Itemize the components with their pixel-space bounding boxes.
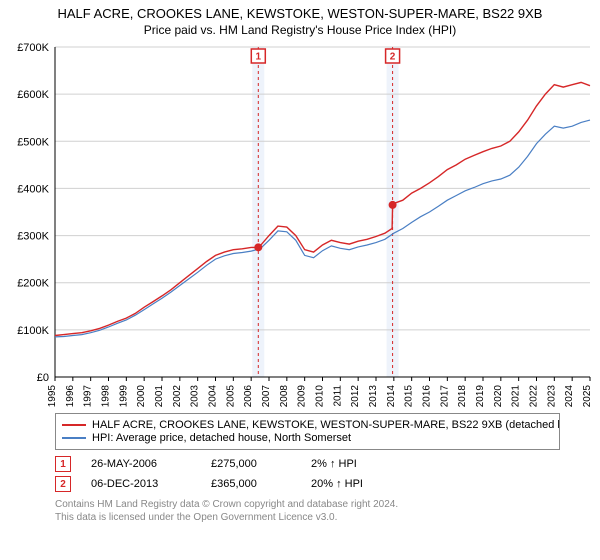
svg-text:2024: 2024	[564, 385, 575, 408]
svg-text:£100K: £100K	[17, 325, 49, 337]
svg-text:£700K: £700K	[17, 42, 49, 54]
svg-text:2003: 2003	[190, 385, 201, 408]
chart-container: HALF ACRE, CROOKES LANE, KEWSTOKE, WESTO…	[0, 0, 600, 560]
svg-text:2018: 2018	[457, 385, 468, 408]
svg-text:2014: 2014	[386, 385, 397, 408]
svg-text:2008: 2008	[279, 385, 290, 408]
legend: HALF ACRE, CROOKES LANE, KEWSTOKE, WESTO…	[55, 413, 560, 450]
svg-text:2007: 2007	[261, 385, 272, 408]
legend-swatch	[62, 424, 86, 426]
svg-text:2010: 2010	[315, 385, 326, 408]
title-address: HALF ACRE, CROOKES LANE, KEWSTOKE, WESTO…	[0, 6, 600, 21]
svg-text:£400K: £400K	[17, 183, 49, 195]
chart-area: £0 £100K £200K £300K £400K £500K £600K £700K 199…	[0, 39, 600, 409]
marker-price: £275,000	[211, 458, 291, 470]
title-block: HALF ACRE, CROOKES LANE, KEWSTOKE, WESTO…	[0, 0, 600, 39]
legend-item-property: HALF ACRE, CROOKES LANE, KEWSTOKE, WESTO…	[62, 419, 553, 431]
svg-text:2022: 2022	[529, 385, 540, 408]
svg-text:£0: £0	[37, 372, 49, 384]
svg-text:2023: 2023	[546, 385, 557, 408]
svg-text:2006: 2006	[243, 385, 254, 408]
svg-text:2002: 2002	[172, 385, 183, 408]
svg-text:2005: 2005	[225, 385, 236, 408]
svg-text:1996: 1996	[65, 385, 76, 408]
legend-item-hpi: HPI: Average price, detached house, Nort…	[62, 432, 553, 444]
line-chart-svg: £0 £100K £200K £300K £400K £500K £600K £700K 199…	[0, 39, 600, 409]
svg-text:1995: 1995	[47, 385, 58, 408]
svg-text:2011: 2011	[332, 385, 343, 407]
marker-badge: 2	[55, 476, 71, 492]
marker-price: £365,000	[211, 478, 291, 490]
title-subtitle: Price paid vs. HM Land Registry's House …	[0, 23, 600, 37]
svg-text:£600K: £600K	[17, 89, 49, 101]
svg-text:1998: 1998	[101, 385, 112, 408]
svg-text:£500K: £500K	[17, 136, 49, 148]
footer-line2: This data is licensed under the Open Gov…	[55, 511, 560, 524]
svg-text:1997: 1997	[83, 385, 94, 408]
svg-text:2025: 2025	[582, 385, 593, 408]
svg-text:£300K: £300K	[17, 231, 49, 243]
svg-text:2001: 2001	[154, 385, 165, 408]
legend-label: HPI: Average price, detached house, Nort…	[92, 432, 351, 444]
svg-text:£200K: £200K	[17, 278, 49, 290]
svg-text:2000: 2000	[136, 385, 147, 408]
svg-text:2015: 2015	[404, 385, 415, 408]
marker-pct: 2% ↑ HPI	[311, 458, 391, 470]
footer: Contains HM Land Registry data © Crown c…	[55, 498, 560, 524]
svg-text:2009: 2009	[297, 385, 308, 408]
svg-text:2020: 2020	[493, 385, 504, 408]
svg-text:2004: 2004	[208, 385, 219, 408]
svg-text:2: 2	[390, 52, 396, 63]
svg-text:2012: 2012	[350, 385, 361, 408]
svg-text:2016: 2016	[422, 385, 433, 408]
marker-date: 26-MAY-2006	[91, 458, 191, 470]
marker-row-2: 2 06-DEC-2013 £365,000 20% ↑ HPI	[55, 476, 560, 492]
svg-text:1: 1	[256, 52, 262, 63]
svg-text:2019: 2019	[475, 385, 486, 408]
marker-table: 1 26-MAY-2006 £275,000 2% ↑ HPI 2 06-DEC…	[55, 456, 560, 492]
marker-badge: 1	[55, 456, 71, 472]
marker-date: 06-DEC-2013	[91, 478, 191, 490]
marker-row-1: 1 26-MAY-2006 £275,000 2% ↑ HPI	[55, 456, 560, 472]
footer-line1: Contains HM Land Registry data © Crown c…	[55, 498, 560, 511]
svg-text:2017: 2017	[439, 385, 450, 408]
svg-text:2021: 2021	[511, 385, 522, 408]
marker-pct: 20% ↑ HPI	[311, 478, 391, 490]
legend-label: HALF ACRE, CROOKES LANE, KEWSTOKE, WESTO…	[92, 419, 560, 431]
legend-swatch	[62, 437, 86, 439]
svg-text:2013: 2013	[368, 385, 379, 408]
svg-text:1999: 1999	[118, 385, 129, 408]
